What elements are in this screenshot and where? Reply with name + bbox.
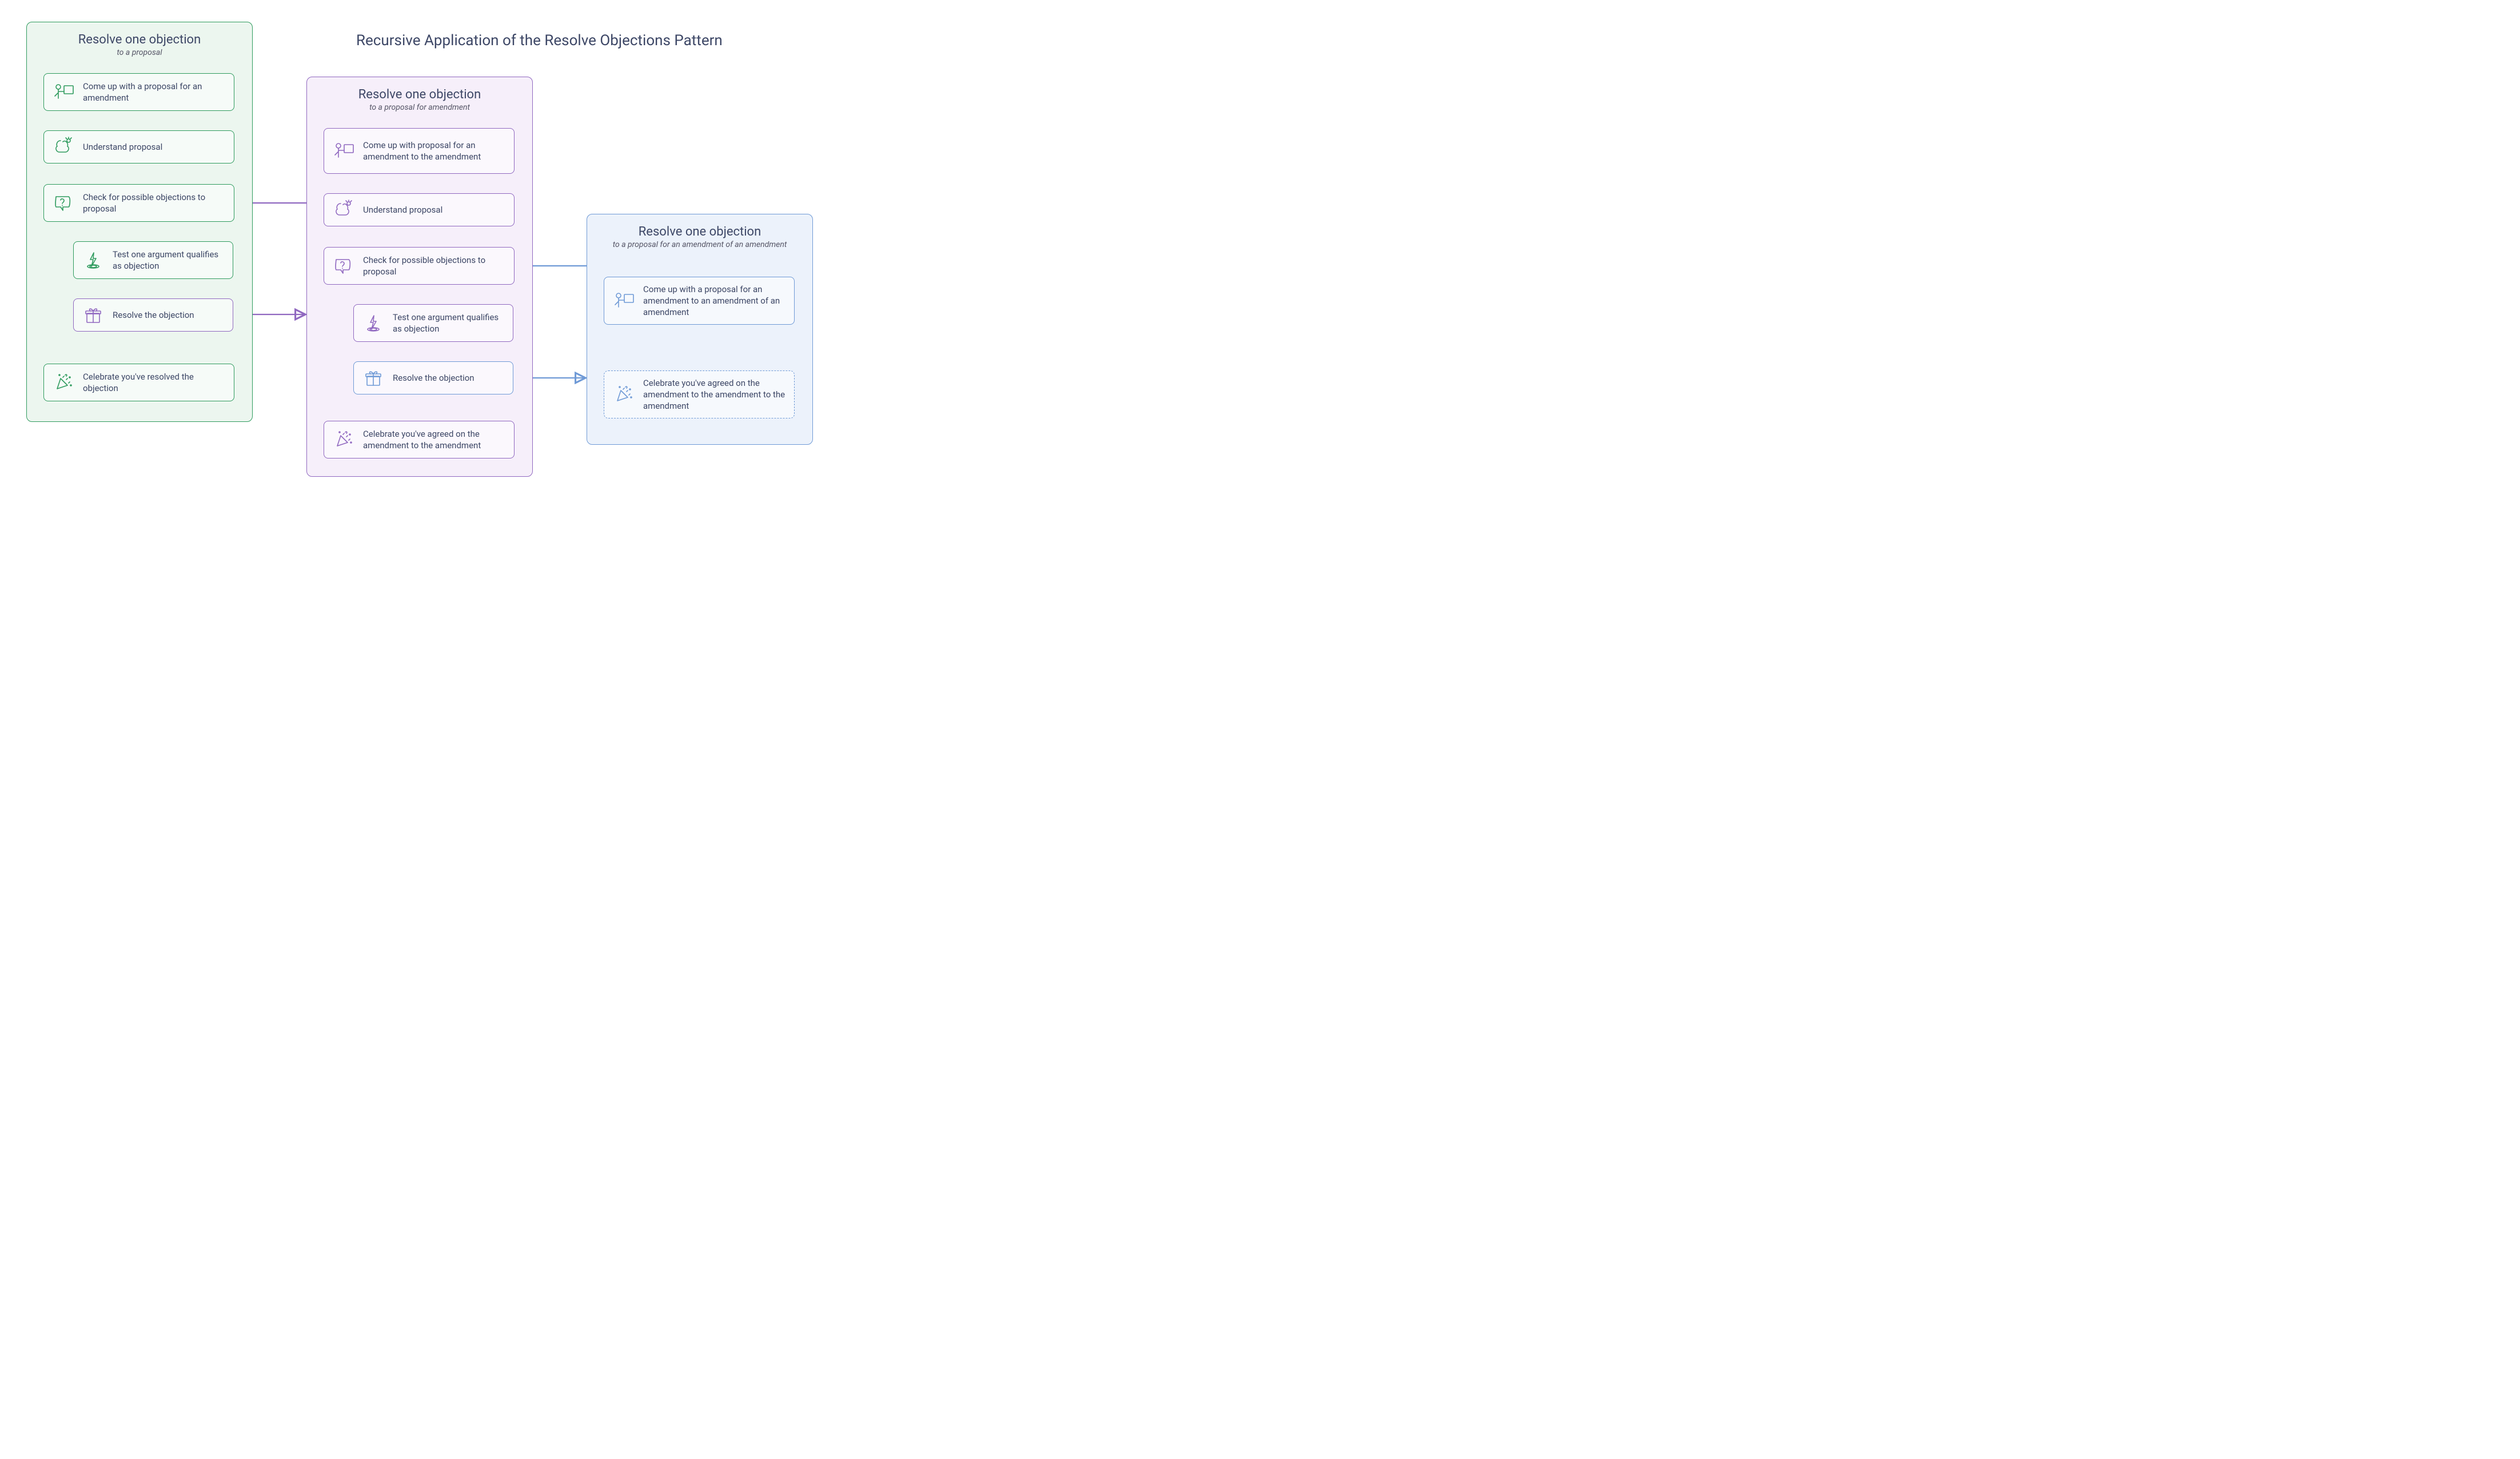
panel-subtitle: to a proposal for an amendment of an ame… — [596, 240, 803, 249]
step-label: Test one argument qualifies as objection — [113, 249, 226, 272]
main-title: Recursive Application of the Resolve Obj… — [356, 32, 723, 49]
brain-icon — [331, 197, 356, 222]
step-s2e: Resolve the objection — [353, 361, 513, 394]
step-s2d: Test one argument qualifies as objection — [353, 304, 513, 342]
step-s2b: Understand proposal — [324, 193, 515, 226]
panel-subtitle: to a proposal — [36, 48, 243, 57]
panel-title: Resolve one objection — [596, 225, 803, 239]
step-label: Come up with a proposal for an amendment… — [643, 284, 787, 318]
step-label: Celebrate you've agreed on the amendment… — [363, 428, 507, 452]
celebrate-icon — [331, 427, 356, 452]
step-label: Celebrate you've agreed on the amendment… — [643, 377, 787, 412]
step-s2a: Come up with proposal for an amendment t… — [324, 128, 515, 174]
question-icon — [331, 253, 356, 278]
celebrate-icon — [51, 370, 76, 395]
step-s1e: Resolve the objection — [73, 298, 233, 332]
present-icon — [331, 138, 356, 164]
step-s1f: Celebrate you've resolved the objection — [43, 364, 234, 401]
step-s1b: Understand proposal — [43, 130, 234, 164]
step-label: Understand proposal — [83, 141, 162, 153]
panel-title: Resolve one objection — [36, 33, 243, 47]
gift-icon — [361, 365, 386, 390]
step-label: Celebrate you've resolved the objection — [83, 371, 227, 394]
step-label: Check for possible objections to proposa… — [363, 254, 507, 278]
panel-title: Resolve one objection — [316, 87, 523, 102]
step-s2c: Check for possible objections to proposa… — [324, 247, 515, 285]
panel-subtitle: to a proposal for amendment — [316, 103, 523, 112]
step-s2f: Celebrate you've agreed on the amendment… — [324, 421, 515, 459]
question-icon — [51, 190, 76, 216]
step-s1a: Come up with a proposal for an amendment — [43, 73, 234, 111]
step-label: Understand proposal — [363, 204, 442, 216]
step-label: Check for possible objections to proposa… — [83, 192, 227, 215]
celebrate-icon — [611, 382, 636, 407]
step-s3b: Celebrate you've agreed on the amendment… — [604, 370, 795, 418]
step-s1d: Test one argument qualifies as objection — [73, 241, 233, 279]
bolt-icon — [81, 248, 106, 273]
bolt-icon — [361, 310, 386, 336]
brain-icon — [51, 134, 76, 160]
step-s3a: Come up with a proposal for an amendment… — [604, 277, 795, 325]
step-s1c: Check for possible objections to proposa… — [43, 184, 234, 222]
step-label: Resolve the objection — [113, 309, 194, 321]
gift-icon — [81, 302, 106, 328]
step-label: Come up with proposal for an amendment t… — [363, 139, 507, 163]
present-icon — [611, 288, 636, 313]
step-label: Test one argument qualifies as objection — [393, 312, 506, 335]
present-icon — [51, 79, 76, 105]
step-label: Come up with a proposal for an amendment — [83, 81, 227, 104]
step-label: Resolve the objection — [393, 372, 475, 384]
